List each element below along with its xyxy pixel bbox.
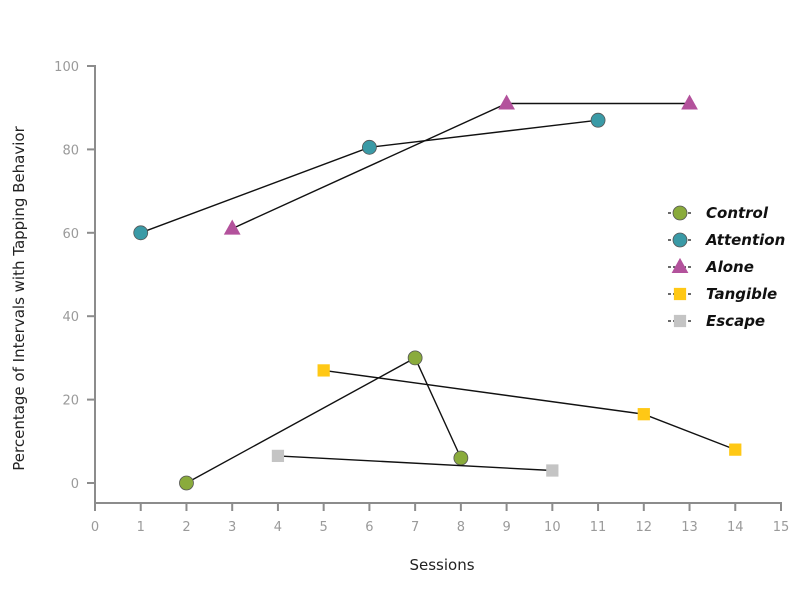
data-point-alone	[498, 94, 515, 110]
y-tick-label: 40	[62, 310, 79, 325]
legend: Control Attention Alone Tangible Escape	[668, 204, 785, 330]
series-line-escape	[277, 455, 553, 472]
x-tick-label: 2	[182, 520, 190, 535]
y-tick-label: 20	[62, 394, 79, 409]
x-tick-label: 10	[544, 520, 561, 535]
legend-label-tangible: Tangible	[706, 285, 777, 303]
series-line-alone	[231, 102, 690, 230]
x-tick-label: 1	[137, 520, 145, 535]
x-tick-label: 14	[727, 520, 744, 535]
x-tick-label: 15	[773, 520, 790, 535]
y-tick-label: 80	[62, 143, 79, 158]
data-point-escape	[546, 464, 559, 477]
legend-item-escape: Escape	[668, 312, 765, 330]
data-point-attention	[361, 139, 377, 155]
data-point-alone	[223, 219, 241, 235]
series-control	[179, 350, 469, 491]
legend-marker-escape	[673, 314, 687, 328]
data-point-tangible	[317, 364, 330, 377]
x-tick-label: 8	[457, 520, 465, 535]
legend-label-attention: Attention	[705, 231, 785, 249]
legend-item-alone: Alone	[668, 257, 754, 276]
series-line-tangible	[323, 369, 736, 451]
legend-item-attention: Attention	[668, 231, 785, 249]
x-tick-label: 11	[590, 520, 607, 535]
x-tick-label: 13	[681, 520, 698, 535]
data-point-alone	[681, 94, 698, 110]
x-tick-label: 9	[502, 520, 510, 535]
legend-marker-attention	[672, 232, 688, 248]
legend-item-control: Control	[668, 204, 769, 222]
series-line-control	[186, 356, 462, 484]
series-attention	[133, 112, 606, 241]
y-tick-label: 60	[62, 227, 79, 242]
series-tangible	[317, 364, 742, 456]
x-tick-label: 5	[320, 520, 328, 535]
x-tick-label: 0	[91, 520, 99, 535]
series-alone	[223, 94, 698, 235]
data-point-tangible	[729, 443, 742, 456]
x-tick-label: 6	[365, 520, 373, 535]
legend-label-control: Control	[706, 204, 769, 222]
data-point-control	[453, 450, 469, 466]
y-tick-label: 100	[54, 60, 79, 75]
x-tick-label: 4	[274, 520, 282, 535]
y-tick-label: 0	[71, 477, 79, 492]
legend-label-alone: Alone	[705, 258, 754, 276]
data-point-control	[179, 475, 194, 491]
legend-marker-alone	[671, 257, 689, 273]
data-point-attention	[590, 112, 606, 128]
data-point-tangible	[637, 408, 650, 421]
x-tick-label: 3	[228, 520, 236, 535]
series-escape	[271, 449, 559, 477]
y-axis-title: Percentage of Intervals with Tapping Beh…	[10, 125, 28, 470]
legend-item-tangible: Tangible	[668, 285, 777, 303]
series-layer	[133, 94, 742, 491]
x-tick-label: 12	[636, 520, 653, 535]
legend-marker-control	[672, 205, 688, 221]
legend-marker-tangible	[673, 287, 687, 301]
x-axis-title: Sessions	[409, 556, 474, 574]
x-tick-label: 7	[411, 520, 419, 535]
data-point-escape	[271, 449, 285, 463]
data-point-attention	[133, 225, 149, 241]
legend-label-escape: Escape	[706, 312, 765, 330]
data-point-control	[407, 350, 423, 366]
series-line-attention	[140, 119, 599, 234]
